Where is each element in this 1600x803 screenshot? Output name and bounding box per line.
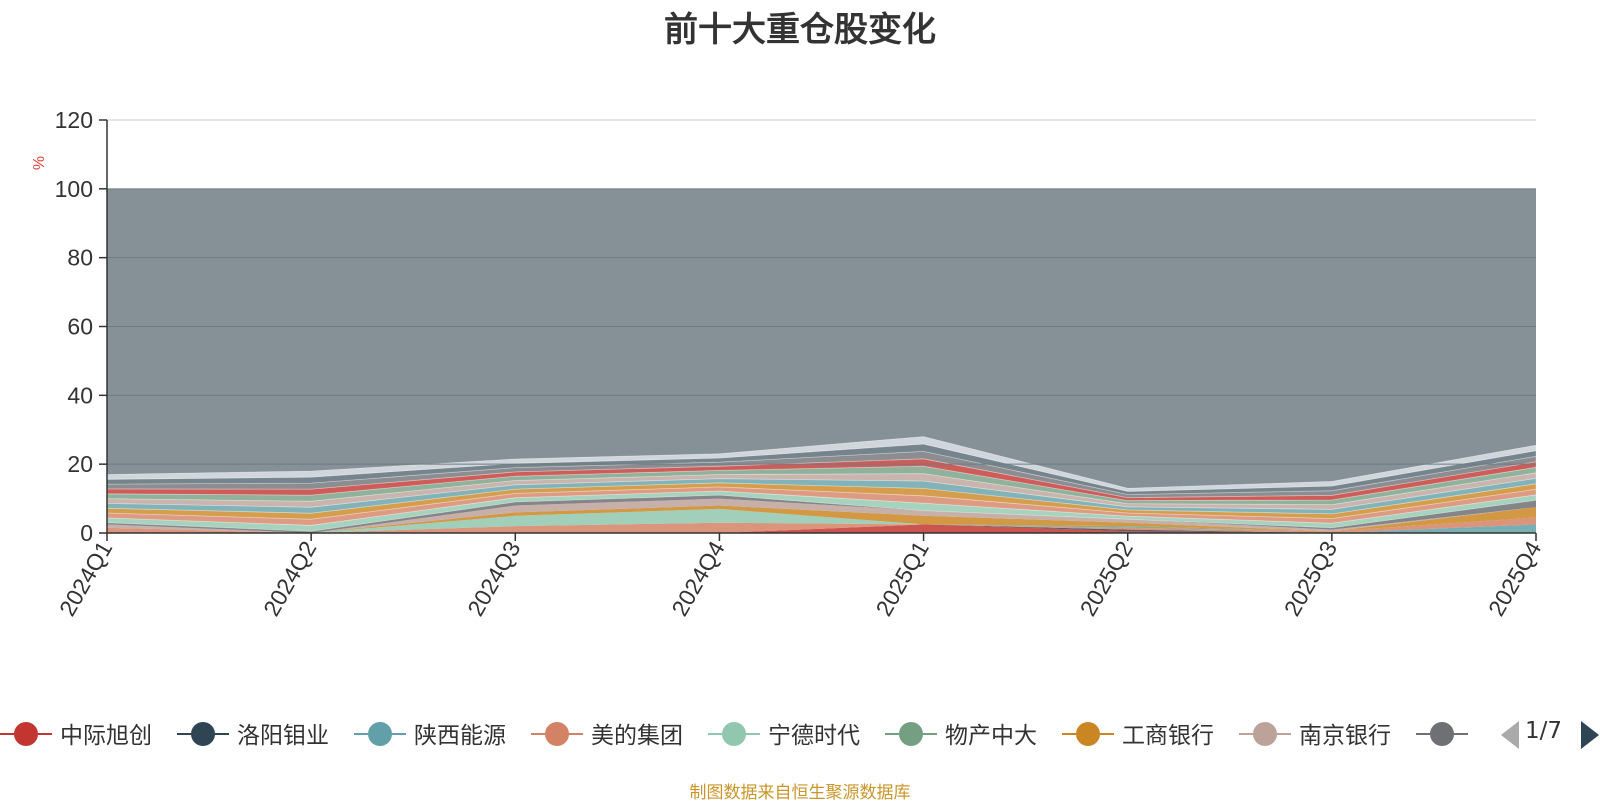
pager-text: 1/7 [1525, 718, 1563, 744]
series-area-5 [107, 508, 1536, 533]
colored-bands-layer [106, 436, 1537, 533]
series-area-3 [107, 524, 1536, 533]
remainder-area-layer [107, 188, 1536, 489]
legend-dot-icon [1253, 722, 1277, 746]
series-area-8 [107, 498, 1536, 533]
legend-dot-icon [545, 722, 569, 746]
legend-label: 工商银行 [1122, 723, 1214, 749]
series-area-9 [107, 495, 1536, 533]
filler-band [106, 486, 1537, 526]
legend-label: 物产中大 [945, 723, 1037, 749]
legend-label: 洛阳钼业 [237, 723, 329, 749]
y-axis-label: % [31, 156, 48, 170]
y-tick-label: 80 [67, 245, 93, 271]
x-tick-label: 2024Q4 [666, 536, 730, 620]
legend-label: 美的集团 [591, 723, 683, 749]
x-tick-label: 2024Q2 [258, 537, 321, 621]
y-tick-label: 60 [67, 314, 93, 340]
y-tick-label: 120 [55, 107, 93, 133]
legend-dot-icon [191, 722, 215, 746]
legend-dot-icon [368, 722, 392, 746]
x-tick-label: 2024Q1 [54, 537, 117, 621]
series-area-7 [107, 505, 1536, 533]
series-area-4 [107, 517, 1536, 533]
filler-band [106, 465, 1537, 506]
x-tick-label: 2025Q4 [1483, 536, 1547, 620]
y-tick-label: 0 [80, 520, 93, 546]
y-tick-label: 100 [55, 176, 93, 202]
legend-dot-icon [722, 722, 746, 746]
filler-band [106, 436, 1537, 492]
pager-prev-icon[interactable] [1501, 721, 1519, 749]
legend-label: 南京银行 [1299, 723, 1391, 749]
pager-next-icon[interactable] [1581, 721, 1599, 749]
legend: 中际旭创 洛阳钼业 陕西能源 美的集团 宁德时代 物产中大 工商银行 南京银行 [0, 712, 1480, 756]
legend-pager: 1/7 [1497, 712, 1600, 756]
grid-lines [107, 119, 1536, 465]
legend-label: 宁德时代 [768, 723, 860, 749]
legend-label: 中际旭创 [60, 723, 152, 749]
legend-label: 陕西能源 [414, 723, 506, 749]
legend-dot-icon [14, 722, 38, 746]
chart-title: 前十大重仓股变化 [664, 10, 936, 50]
source-note: 制图数据来自恒生聚源数据库 [689, 783, 911, 803]
x-tick-label: 2024Q3 [462, 537, 525, 621]
series-area-2 [107, 524, 1536, 533]
remainder-area [107, 188, 1536, 489]
x-tick-label: 2025Q1 [870, 537, 933, 621]
legend-dot-icon [1076, 722, 1100, 746]
legend-dot-icon [1430, 722, 1454, 746]
x-tick-label: 2025Q2 [1075, 537, 1138, 621]
legend-dot-icon [899, 722, 923, 746]
stacked-area-chart: 0 20 40 60 80 100 120 2024Q1 2024Q2 2024Q3 2024Q4 2… [31, 107, 1547, 621]
y-tick-label: 40 [67, 382, 93, 408]
x-tick-label: 2025Q3 [1279, 537, 1342, 621]
y-tick-label: 20 [67, 451, 93, 477]
